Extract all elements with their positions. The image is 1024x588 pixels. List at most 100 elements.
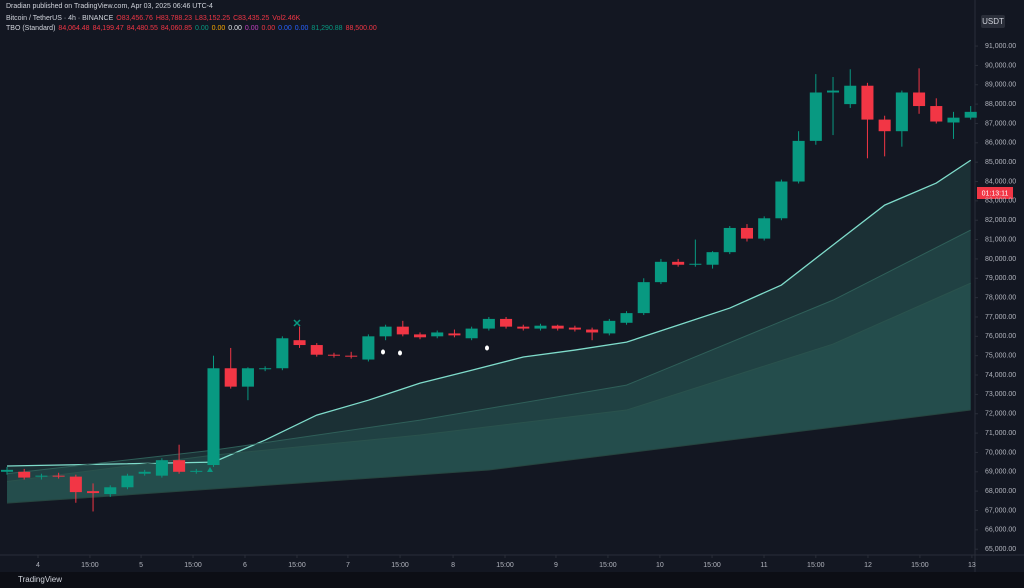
- indicator-line: [6, 409, 971, 504]
- y-tick-label: 75,000.00: [985, 353, 1016, 360]
- candle-body: [740, 227, 754, 239]
- indicator-value: 88,500.00: [345, 25, 377, 32]
- candle-body: [930, 106, 943, 122]
- y-tick-label: 79,000.00: [985, 275, 1016, 282]
- symbol: Bitcoin / TetherUS · 4h · BINANCE: [6, 15, 114, 22]
- candle-body: [448, 333, 461, 336]
- x-tick-label: 15:00: [288, 562, 306, 569]
- candle-body: [224, 368, 237, 387]
- x-tick-label: 8: [451, 562, 455, 569]
- candle-body: [913, 92, 926, 107]
- currency-box: [981, 15, 1005, 28]
- y-tick-label: 80,000.00: [985, 256, 1016, 263]
- indicator-value: 81,290.88: [311, 25, 343, 32]
- x-tick-label: 15:00: [703, 562, 721, 569]
- x-tick-label: 15:00: [184, 562, 202, 569]
- candle-body: [104, 487, 117, 495]
- indicator-value: 84,199.47: [92, 25, 124, 32]
- candle-body: [293, 340, 306, 346]
- signal-dot: [381, 349, 385, 355]
- y-tick-label: 74,000.00: [985, 372, 1016, 379]
- y-tick-label: 76,000.00: [985, 333, 1016, 340]
- indicator-value: 0.00: [211, 25, 226, 32]
- marks: [0, 68, 977, 512]
- indicator-value: 0.00: [244, 25, 259, 32]
- y-tick-label: 88,000.00: [985, 101, 1016, 108]
- price-axis-bg: [975, 0, 1024, 572]
- y-tick-label: 66,000.00: [985, 527, 1016, 534]
- y-tick-label: 68,000.00: [985, 488, 1016, 495]
- candle-body: [637, 282, 650, 314]
- candle-body: [431, 332, 444, 337]
- candle-body: [861, 85, 874, 120]
- candle-body: [792, 140, 805, 182]
- candle-body: [758, 218, 771, 239]
- candle-body: [310, 345, 323, 355]
- candle-body: [844, 85, 857, 105]
- footer: TradingView: [0, 572, 1024, 588]
- band-fill: [7, 283, 971, 504]
- candle-body: [551, 325, 564, 329]
- ohlc-value: H83,788.23: [155, 15, 193, 22]
- candle-body: [0, 469, 14, 472]
- candle-body: [947, 117, 960, 123]
- y-tick-label: 69,000.00: [985, 469, 1016, 476]
- candle-body: [568, 327, 581, 330]
- y-tick-label: 77,000.00: [985, 314, 1016, 321]
- candle-body: [52, 475, 65, 477]
- y-tick-label: 89,000.00: [985, 82, 1016, 89]
- published: Dradian published on TradingView.com, Ap…: [6, 3, 213, 10]
- ohlc-value: C83,435.25: [233, 15, 270, 22]
- y-tick-label: 85,000.00: [985, 159, 1016, 166]
- candle-body: [482, 318, 495, 329]
- chart: USDT 01:13:11 65,000.00 66,000.00 67,000.0…: [0, 0, 1024, 572]
- indicator-value: 84,480.55: [126, 25, 158, 32]
- indicator-row: TBO (Standard) 84,064.48 84,199.47 84,480.5…: [6, 25, 380, 32]
- x-tick-label: 12: [864, 562, 872, 569]
- candle-body: [809, 92, 822, 141]
- y-tick-label: 83,000.00: [985, 198, 1016, 205]
- candle-body: [586, 329, 599, 333]
- candle-body: [413, 334, 427, 338]
- x-tick-label: 4: [36, 562, 40, 569]
- brand: TradingView: [18, 575, 63, 584]
- candle-body: [878, 119, 891, 132]
- band-fill: [7, 160, 971, 504]
- x-tick-label: 13: [968, 562, 976, 569]
- candle-body: [241, 368, 254, 387]
- candle-body: [500, 318, 513, 327]
- candle-body: [689, 263, 702, 265]
- candle-body: [672, 261, 685, 265]
- candle-body: [35, 475, 48, 477]
- x-tick-label: 6: [243, 562, 247, 569]
- indicator-value: 84,060.85: [160, 25, 193, 32]
- candle-body: [173, 460, 186, 472]
- indicator: TBO (Standard): [6, 25, 56, 32]
- x-tick-label: 15:00: [81, 562, 99, 569]
- indicator-line: [6, 159, 972, 467]
- countdown: 01:13:11: [982, 190, 1009, 197]
- candle-body: [69, 476, 82, 493]
- signal-dot: [398, 350, 402, 356]
- indicator-value: 0.00: [228, 25, 242, 32]
- y-tick-label: 86,000.00: [985, 140, 1016, 147]
- x-tick-label: 15:00: [911, 562, 929, 569]
- candle-body: [534, 325, 547, 329]
- indicator-value: 0.00: [261, 25, 276, 32]
- candle-body: [379, 326, 392, 337]
- candle-body: [517, 326, 530, 329]
- countdown-box: [977, 187, 1013, 199]
- y-tick-label: 87,000.00: [985, 120, 1016, 127]
- bands: [6, 159, 972, 504]
- indicator-value: 0.00: [278, 25, 292, 32]
- candle-body: [654, 261, 667, 283]
- x-tick-label: 9: [554, 562, 558, 569]
- candle-body: [327, 354, 340, 356]
- indicator-value: 84,064.48: [58, 25, 90, 32]
- candle-body: [603, 320, 616, 334]
- x-tick-label: 10: [656, 562, 664, 569]
- y-tick-label: 84,000.00: [985, 178, 1016, 185]
- ohlc-value: L83,152.25: [195, 15, 231, 22]
- x-tick-label: 15:00: [599, 562, 617, 569]
